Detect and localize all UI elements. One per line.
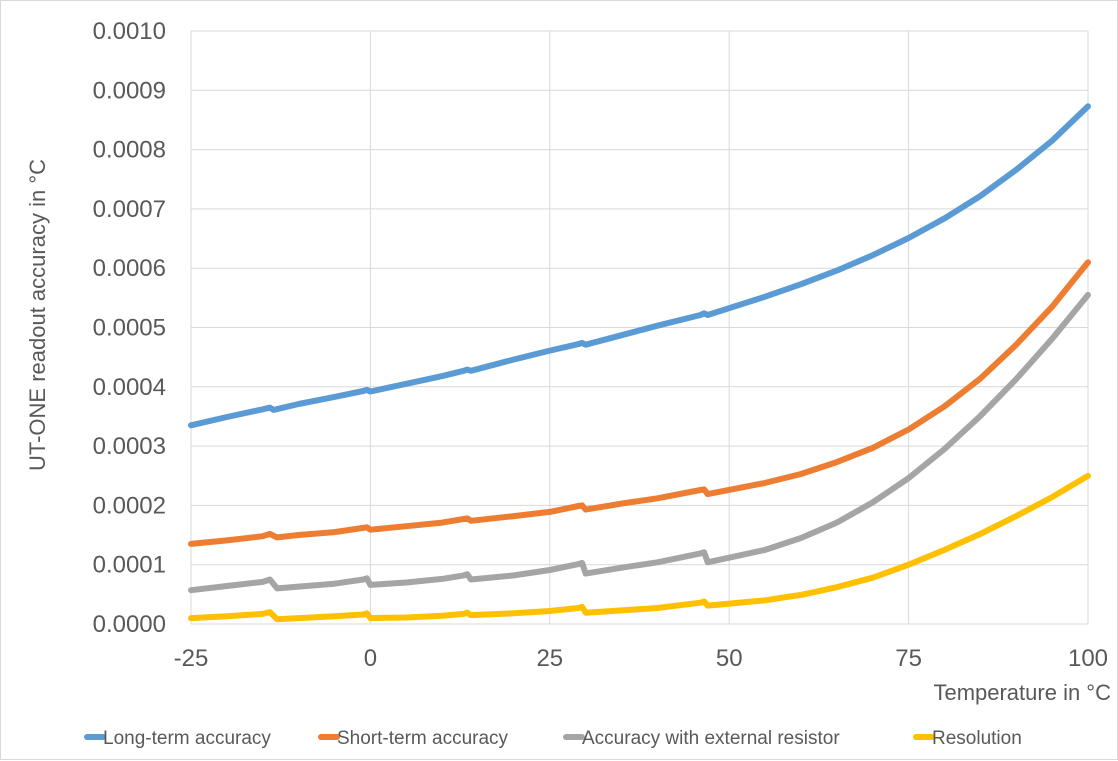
y-tick-label: 0.0005 [93, 315, 166, 342]
x-axis-title: Temperature in °C [933, 680, 1111, 705]
series-line-short-term-accuracy [188, 259, 1091, 547]
y-tick-label: 0.0004 [93, 374, 166, 401]
x-tick-label: 75 [895, 645, 922, 672]
x-tick-label: 50 [716, 645, 743, 672]
x-tick-label: -25 [174, 645, 209, 672]
series-line-accuracy-with-external-resistor [188, 291, 1091, 594]
x-tick-label: 100 [1068, 645, 1108, 672]
y-axis-ticks: 0.0000 0.0001 0.0002 0.0003 0.0004 0.0005 0.00… [93, 18, 166, 638]
y-tick-label: 0.0001 [93, 552, 166, 579]
series-line-resolution [188, 472, 1091, 623]
legend-label-long-term-accuracy: Long-term accuracy [103, 728, 271, 749]
y-tick-label: 0.0003 [93, 433, 166, 460]
x-tick-label: 25 [536, 645, 563, 672]
y-tick-label: 0.0000 [93, 611, 166, 638]
legend-label-resolution: Resolution [932, 728, 1022, 749]
legend: Long-term accuracy Short-term accuracy Acc… [84, 728, 1022, 749]
y-tick-label: 0.0009 [93, 77, 166, 104]
legend-label-accuracy-with-external-resistor: Accuracy with external resistor [582, 728, 840, 749]
legend-label-short-term-accuracy: Short-term accuracy [337, 728, 509, 749]
y-tick-label: 0.0010 [93, 18, 166, 45]
x-axis-ticks: -25 0 25 50 75 100 [174, 645, 1108, 672]
y-tick-label: 0.0008 [93, 137, 166, 164]
y-tick-label: 0.0006 [93, 255, 166, 282]
series-line-long-term-accuracy [188, 103, 1091, 429]
series-lines [188, 103, 1091, 623]
x-tick-label: 0 [364, 645, 377, 672]
y-tick-label: 0.0007 [93, 196, 166, 223]
y-axis-title: UT-ONE readout accuracy in °C [25, 159, 50, 471]
y-tick-label: 0.0002 [93, 492, 166, 519]
